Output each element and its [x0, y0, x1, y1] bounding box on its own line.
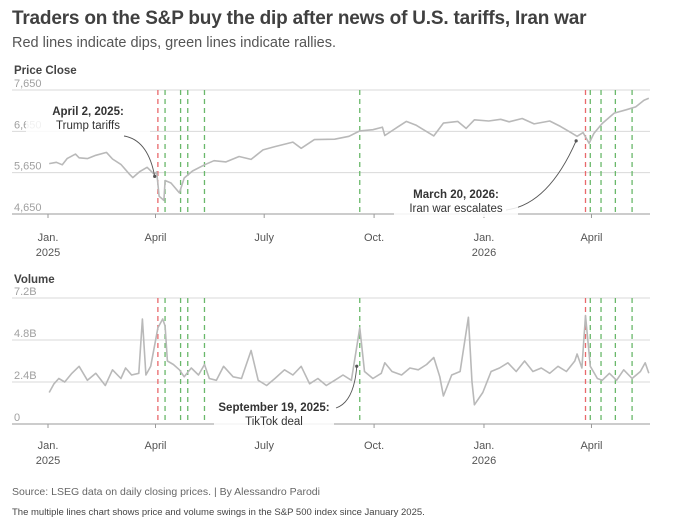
y-tick-label-volume: 2.4B [14, 370, 37, 382]
y-tick-label-volume: 4.8B [14, 328, 37, 340]
annotation-price-0: April 2, 2025: Trump tariffs [26, 102, 157, 178]
y-tick-label-volume: 0 [14, 412, 20, 424]
x-tick-label-volume: July [254, 440, 274, 452]
y-tick-label-volume: 7.2B [14, 286, 37, 298]
y-tick-label-price: 7,650 [14, 78, 42, 90]
annotation-text: Iran war escalates [409, 203, 503, 215]
chart-title: Traders on the S&P buy the dip after new… [12, 8, 587, 29]
chart-description: The multiple lines chart shows price and… [12, 507, 425, 518]
series-line-volume [48, 314, 650, 406]
panel-title-volume: Volume [14, 274, 55, 286]
chart-subtitle: Red lines indicate dips, green lines ind… [12, 35, 337, 51]
annotation-text: Trump tariffs [56, 120, 120, 132]
x-tick-label-price: July [254, 232, 274, 244]
annotation-title: March 20, 2026: [413, 189, 499, 201]
annotation-leader [335, 366, 358, 409]
x-tick-year-volume: 2026 [472, 455, 496, 467]
x-tick-year-volume: 2025 [36, 455, 60, 467]
annotation-title: September 19, 2025: [218, 402, 329, 414]
x-tick-year-price: 2025 [36, 247, 60, 259]
x-tick-label-price: April [144, 232, 166, 244]
x-tick-label-price: Jan. [474, 232, 495, 244]
annotation-bg [214, 398, 334, 430]
annotation-arrow-tip [355, 364, 359, 368]
chart-panel-volume: Volume 0 2.4B 4.8B 7.2B Jan. 2025 April July Oct.… [12, 274, 650, 467]
x-tick-label-volume: Jan. [474, 440, 495, 452]
annotation-leader [123, 135, 156, 177]
series-line-price [49, 97, 650, 202]
annotation-price-1: March 20, 2026: Iran war escalates [394, 139, 578, 217]
source-note: Source: LSEG data on daily closing price… [12, 486, 320, 498]
y-tick-label-price: 4,650 [14, 202, 42, 214]
x-tick-label-volume: April [580, 440, 602, 452]
panel-title-price: Price Close [14, 65, 77, 77]
annotation-bg [26, 102, 150, 134]
y-tick-label-price: 5,650 [14, 161, 42, 173]
x-tick-label-price: April [580, 232, 602, 244]
annotation-bg [394, 185, 518, 217]
annotation-volume-0: September 19, 2025: TikTok deal [214, 364, 359, 430]
annotation-title: April 2, 2025: [52, 106, 124, 118]
x-tick-label-volume: Oct. [364, 440, 384, 452]
annotation-arrow-tip [574, 139, 578, 143]
x-tick-label-price: Jan. [38, 232, 59, 244]
x-tick-label-volume: Jan. [38, 440, 59, 452]
x-tick-label-price: Oct. [364, 232, 384, 244]
annotation-arrow-tip [153, 174, 157, 178]
annotation-text: TikTok deal [245, 416, 303, 428]
x-tick-label-volume: April [144, 440, 166, 452]
charts-svg: Price Close4,6505,6506,6507,650Jan.2025A… [12, 65, 650, 467]
chart-panel-price: Price Close4,6505,6506,6507,650Jan.2025A… [12, 65, 650, 259]
x-tick-year-price: 2026 [472, 247, 496, 259]
